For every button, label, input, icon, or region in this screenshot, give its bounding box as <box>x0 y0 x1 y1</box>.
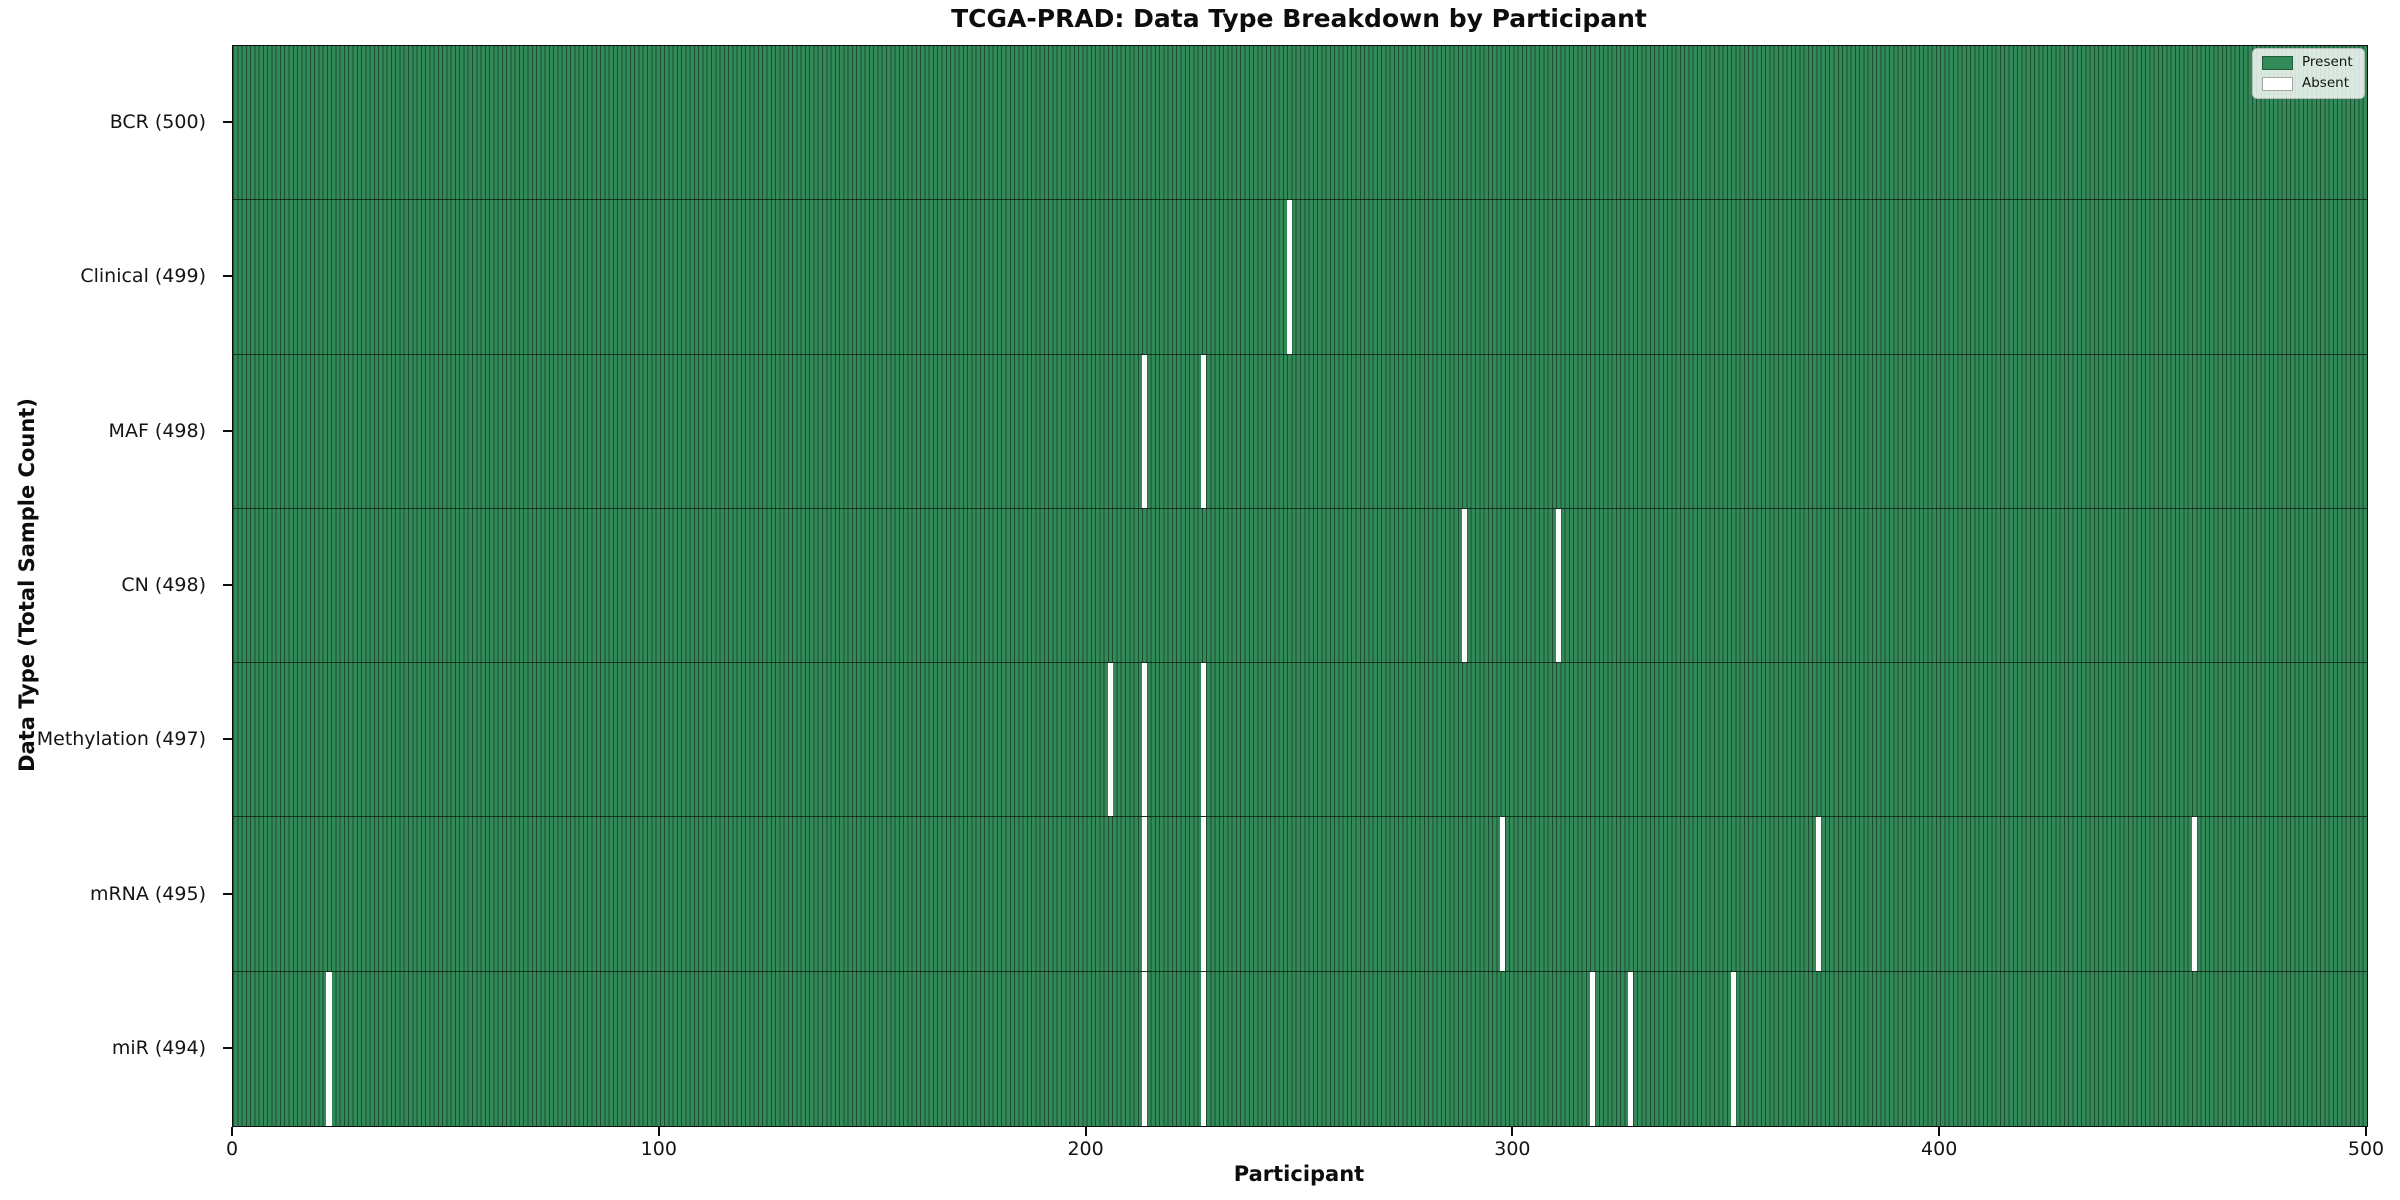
x-tick-label: 0 <box>225 1138 239 1160</box>
absent-cell <box>1107 663 1113 817</box>
x-tick-mark <box>231 1127 233 1136</box>
y-tick-label: CN (498) <box>121 574 206 596</box>
absent-cell <box>1141 971 1147 1126</box>
y-tick-label: mRNA (495) <box>89 882 206 905</box>
y-tick-mark <box>223 429 232 432</box>
heatmap-row <box>233 971 2367 1126</box>
heatmap-row <box>233 663 2367 818</box>
y-tick-mark <box>223 121 232 124</box>
absent-cell <box>1589 971 1595 1126</box>
absent-cell <box>1628 971 1634 1126</box>
absent-cell <box>326 971 332 1126</box>
legend: Present Absent <box>2252 48 2365 99</box>
y-tick-label: miR (494) <box>111 1036 206 1059</box>
y-tick-mark <box>223 738 232 741</box>
y-tick-label: Clinical (499) <box>80 265 206 288</box>
absent-cell <box>1201 663 1207 817</box>
present-swatch-icon <box>2262 56 2293 70</box>
absent-cell <box>2191 817 2197 971</box>
absent-cell <box>1201 354 1207 508</box>
absent-cell <box>1730 971 1736 1126</box>
x-tick-mark <box>1084 1127 1087 1136</box>
x-tick-mark <box>2365 1127 2367 1136</box>
y-tick-mark <box>223 1046 232 1049</box>
absent-cell <box>1141 354 1147 508</box>
absent-cell <box>1201 817 1207 971</box>
heatmap-row <box>233 508 2367 664</box>
legend-label: Absent <box>2302 75 2349 92</box>
y-tick-mark <box>223 584 232 586</box>
absent-cell <box>1141 663 1147 817</box>
absent-cell <box>1461 508 1467 663</box>
x-tick-label: 200 <box>1067 1138 1104 1160</box>
heatmap-row <box>233 817 2367 972</box>
heatmap-row <box>233 200 2367 355</box>
plot-area <box>232 45 2368 1127</box>
x-tick-label: 300 <box>1494 1138 1531 1160</box>
x-tick-label: 400 <box>1921 1138 1958 1160</box>
absent-cell <box>1201 971 1207 1126</box>
absent-cell <box>1816 817 1822 971</box>
x-tick-mark <box>1938 1127 1941 1136</box>
absent-cell <box>1286 200 1292 354</box>
y-tick-mark <box>223 892 232 895</box>
y-tick-mark <box>223 275 232 278</box>
legend-item-present: Present <box>2262 56 2353 70</box>
heatmap-row <box>233 354 2367 509</box>
absent-cell <box>1141 817 1147 971</box>
y-tick-label: MAF (498) <box>108 419 206 442</box>
x-tick-label: 500 <box>2347 1138 2385 1160</box>
y-tick-label: BCR (500) <box>109 111 206 134</box>
x-tick-mark <box>1511 1127 1514 1136</box>
x-tick-label: 100 <box>640 1138 677 1160</box>
y-tick-label: Methylation (497) <box>36 728 206 751</box>
heatmap-row <box>233 46 2367 201</box>
absent-swatch-icon <box>2262 77 2293 91</box>
chart-title: TCGA-PRAD: Data Type Breakdown by Partic… <box>951 4 1647 33</box>
absent-cell <box>1500 817 1506 971</box>
x-tick-mark <box>657 1127 660 1136</box>
x-axis-label: Participant <box>1233 1162 1365 1186</box>
legend-label: Present <box>2302 54 2353 71</box>
absent-cell <box>1555 508 1561 663</box>
legend-item-absent: Absent <box>2262 77 2353 91</box>
